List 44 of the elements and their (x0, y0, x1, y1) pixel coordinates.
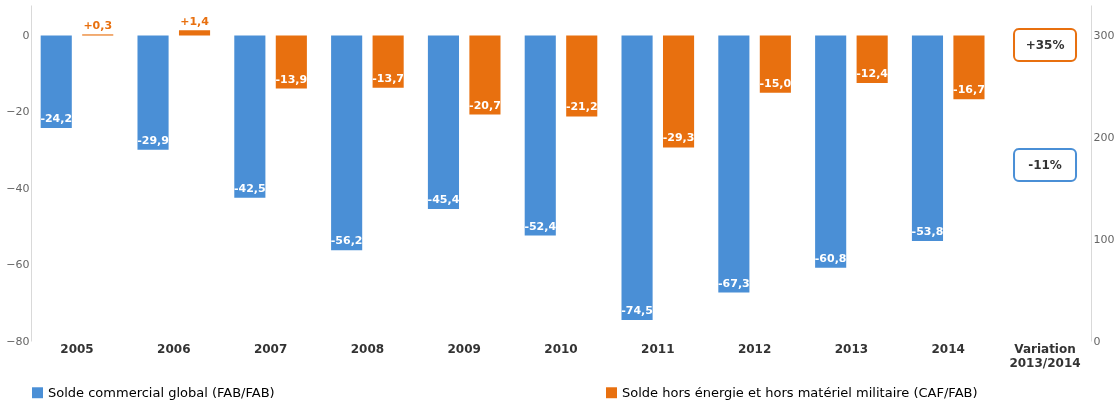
data-label: -20,7 (469, 98, 501, 112)
data-label: -29,9 (137, 133, 169, 147)
x-tick-label: 2012 (737, 341, 772, 356)
x-tick-label: 2009 (447, 341, 481, 356)
y-tick-label: −20 (6, 105, 30, 119)
y2-tick-label: 200 (1093, 130, 1115, 144)
data-label: -13,9 (275, 72, 308, 86)
data-label: -29,3 (662, 131, 695, 145)
y2-tick-label: 0 (1093, 334, 1101, 348)
data-label: -56,2 (330, 234, 363, 248)
data-label: -52,4 (524, 219, 557, 233)
data-label: -60,8 (814, 251, 847, 265)
data-label: -13,7 (372, 71, 404, 85)
data-label: -67,3 (718, 276, 750, 290)
data-label: -12,4 (856, 66, 889, 80)
data-label: -21,2 (565, 100, 598, 114)
data-label: +0,3 (83, 19, 113, 33)
x-tick-label: 2006 (157, 341, 191, 356)
data-label: -24,2 (40, 111, 73, 125)
annotation: +35% (1025, 38, 1065, 52)
x-tick-label: 2007 (253, 341, 288, 356)
x-tick-label: 2013 (834, 341, 869, 356)
data-label: -15,0 (759, 76, 792, 90)
y-tick-label: −60 (6, 258, 30, 272)
data-label: -45,4 (427, 192, 460, 206)
x-tick-label: 2010 (544, 341, 578, 356)
y2-tick-label: 100 (1093, 232, 1115, 246)
x-tick-label: Variation 2013/2014 (1009, 341, 1081, 370)
x-tick-label: 2008 (350, 341, 385, 356)
x-tick-label: 2005 (60, 341, 94, 356)
annotation: -11% (1028, 158, 1062, 172)
y-tick-label: 0 (22, 29, 30, 43)
legend-label: Solde hors énergie et hors matériel militaire (CAF/FAB) (622, 384, 978, 400)
data-label: -16,7 (953, 83, 985, 97)
y-tick-label: −40 (6, 181, 30, 195)
data-label: -42,5 (233, 181, 266, 195)
x-tick-label: 2011 (641, 341, 675, 356)
y-tick-label: −80 (6, 334, 30, 348)
legend-label: Solde commercial global (FAB/FAB) (48, 384, 275, 400)
data-label: +1,4 (180, 15, 210, 29)
y2-tick-label: 300 (1093, 29, 1115, 43)
x-tick-label: 2014 (931, 341, 965, 356)
data-label: -74,5 (621, 304, 653, 317)
data-label: -53,8 (911, 224, 944, 238)
